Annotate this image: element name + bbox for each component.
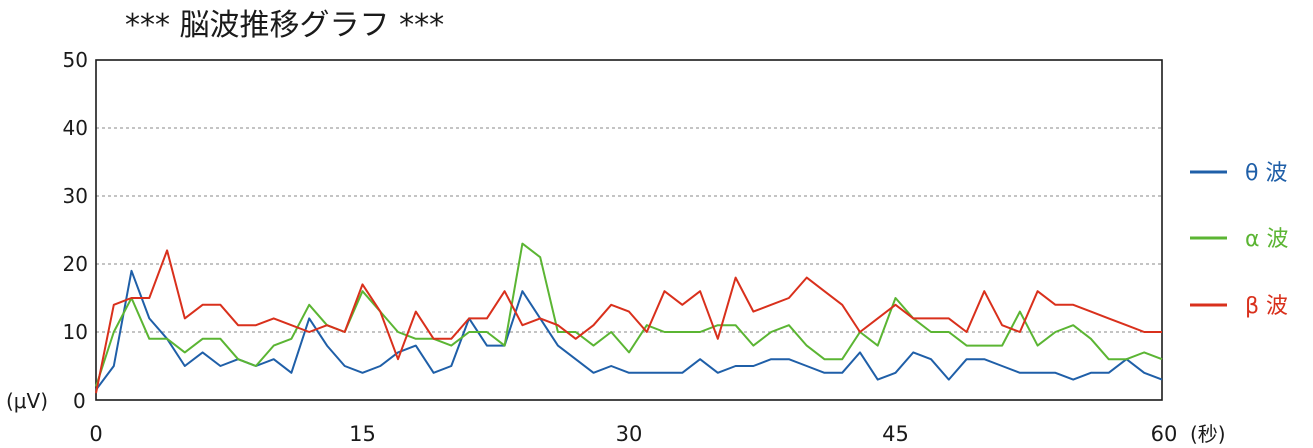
y-axis-ticks: 10 20 30 40 50 0 [63, 48, 88, 413]
legend-label: β 波 [1245, 294, 1288, 319]
series-line [95, 269, 1163, 391]
x-tick-label: 60 [1151, 422, 1178, 446]
x-tick-label: 15 [349, 422, 376, 446]
series-line [95, 242, 1163, 387]
y-tick-label: 40 [63, 116, 88, 140]
legend-label: θ 波 [1245, 161, 1287, 186]
y-tick-label: 50 [63, 48, 88, 72]
grid-lines [96, 127, 1162, 333]
series-lines [95, 242, 1163, 394]
x-axis-ticks: 0 15 30 45 60 [89, 422, 1177, 446]
x-tick-label: 0 [89, 422, 102, 446]
x-tick-label: 30 [616, 422, 643, 446]
y-unit-label: (μV) [6, 389, 48, 413]
legend-label: α 波 [1245, 227, 1289, 252]
y-tick-label: 30 [63, 184, 88, 208]
series-line [95, 249, 1162, 394]
y-tick-label: 0 [73, 389, 86, 413]
chart-title: *** 脳波推移グラフ *** [125, 8, 444, 43]
y-tick-label: 20 [63, 252, 88, 276]
legend: θ 波 α 波 β 波 [1190, 161, 1289, 319]
x-tick-label: 45 [882, 422, 909, 446]
y-tick-label: 10 [63, 320, 88, 344]
x-unit-label: (秒) [1190, 422, 1226, 446]
plot-frame [95, 59, 1163, 401]
